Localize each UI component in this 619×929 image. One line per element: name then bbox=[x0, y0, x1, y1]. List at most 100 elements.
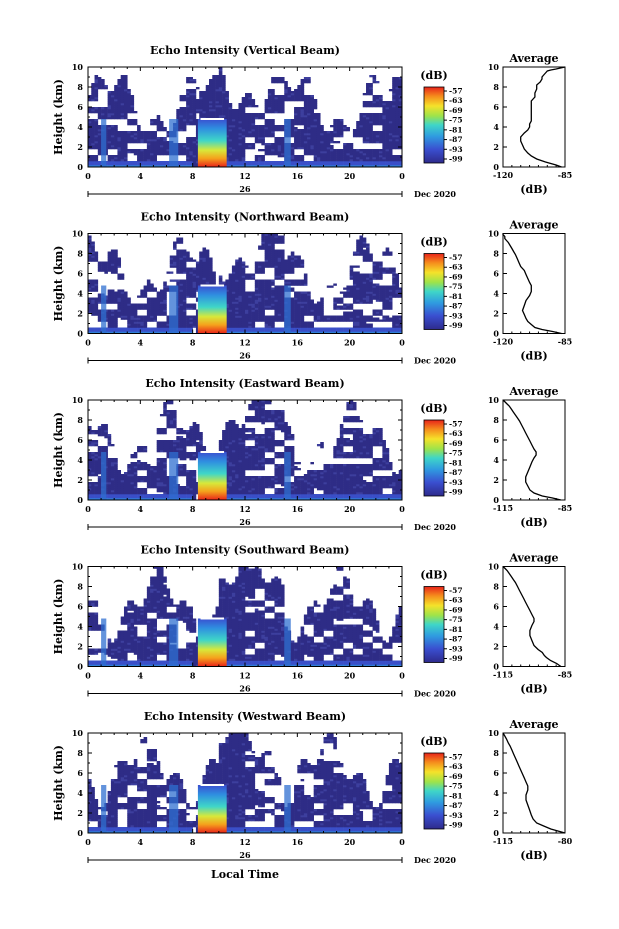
y-tick-label: 0 bbox=[77, 495, 83, 505]
profile-y-tick-label: 2 bbox=[493, 309, 499, 319]
y-tick-label: 2 bbox=[77, 808, 83, 818]
colorbar bbox=[423, 586, 445, 663]
colorbar-tick-label: -99 bbox=[449, 488, 463, 497]
y-tick-label: 0 bbox=[77, 329, 83, 339]
x-tick-label: 16 bbox=[292, 338, 304, 348]
profile-x-label: (dB) bbox=[520, 350, 547, 363]
y-tick-label: 8 bbox=[77, 249, 83, 259]
profile-y-tick-label: 6 bbox=[493, 435, 499, 445]
profile-frame bbox=[502, 233, 566, 334]
colorbar-tick-label: -99 bbox=[449, 155, 463, 164]
profile-x-tick-label: -85 bbox=[558, 503, 572, 513]
colorbar-tick-label: -87 bbox=[449, 135, 463, 144]
colorbar bbox=[423, 419, 445, 497]
profile-y-tick-label: 4 bbox=[493, 289, 499, 299]
echo-core bbox=[197, 119, 227, 167]
x-tick-label: 20 bbox=[344, 671, 356, 681]
profile-line bbox=[502, 566, 562, 668]
profile-y-tick-label: 6 bbox=[493, 102, 499, 112]
colorbar bbox=[423, 253, 445, 330]
y-tick-label: 6 bbox=[77, 269, 83, 279]
profile-y-tick-label: 8 bbox=[493, 415, 499, 425]
x-axis-label: Local Time bbox=[211, 868, 279, 881]
x-tick-label: 0 bbox=[399, 338, 405, 348]
colorbar-tick-label: -57 bbox=[449, 253, 463, 262]
colorbar-tick-label: -75 bbox=[449, 282, 463, 291]
x-tick-label: 4 bbox=[138, 504, 144, 514]
profile-x-tick-label: -115 bbox=[493, 836, 513, 846]
profile-y-tick-label: 0 bbox=[493, 162, 499, 172]
colorbar-unit: (dB) bbox=[420, 69, 447, 82]
y-tick-label: 10 bbox=[72, 62, 84, 72]
profile-y-tick-label: 0 bbox=[493, 329, 499, 339]
profile-title: Average bbox=[508, 385, 558, 398]
echo-core bbox=[197, 785, 227, 833]
profile-y-tick-label: 10 bbox=[488, 62, 500, 72]
x-tick-label: 0 bbox=[399, 504, 405, 514]
colorbar-tick-label: -87 bbox=[449, 468, 463, 477]
profile-y-tick-label: 4 bbox=[493, 122, 499, 132]
profile-y-tick-label: 4 bbox=[493, 788, 499, 798]
profile-y-tick-label: 0 bbox=[493, 828, 499, 838]
profile-y-tick-label: 2 bbox=[493, 142, 499, 152]
echo-field bbox=[88, 233, 403, 334]
profile-y-tick-label: 4 bbox=[493, 455, 499, 465]
profile-x-label: (dB) bbox=[520, 849, 547, 862]
x-tick-label: 0 bbox=[399, 171, 405, 181]
profile-title: Average bbox=[508, 219, 558, 232]
x-tick-label: 8 bbox=[190, 671, 196, 681]
x-tick-label: 20 bbox=[344, 338, 356, 348]
colorbar-tick-label: -69 bbox=[449, 106, 463, 115]
x-tick-label: 4 bbox=[138, 338, 144, 348]
colorbar-tick-label: -75 bbox=[449, 449, 463, 458]
panel-4: Echo Intensity (Southward Beam) 0 2 4 6 8 10 He… bbox=[52, 544, 572, 699]
colorbar-unit: (dB) bbox=[420, 569, 447, 582]
date-day-label: 26 bbox=[239, 850, 251, 860]
colorbar-unit: (dB) bbox=[420, 236, 447, 249]
x-tick-label: 0 bbox=[85, 837, 91, 847]
colorbar-unit: (dB) bbox=[420, 735, 447, 748]
colorbar-tick-label: -63 bbox=[449, 762, 463, 771]
profile-y-tick-label: 8 bbox=[493, 82, 499, 92]
x-tick-label: 12 bbox=[239, 837, 250, 847]
colorbar-tick-label: -81 bbox=[449, 125, 463, 134]
date-day-label: 26 bbox=[239, 517, 251, 527]
colorbar-tick-label: -87 bbox=[449, 302, 463, 311]
colorbar-tick-label: -93 bbox=[449, 478, 463, 487]
y-axis-label: Height (km) bbox=[52, 412, 65, 488]
colorbar bbox=[423, 86, 445, 164]
echo-field bbox=[88, 67, 403, 168]
colorbar-tick-label: -57 bbox=[449, 586, 463, 595]
colorbar-tick-label: -93 bbox=[449, 145, 463, 154]
date-label: Dec 2020 bbox=[414, 356, 456, 366]
profile-x-tick-label: -85 bbox=[558, 337, 572, 347]
colorbar-tick-label: -93 bbox=[449, 811, 463, 820]
colorbar-tick-label: -57 bbox=[449, 420, 463, 429]
colorbar-tick-label: -99 bbox=[449, 654, 463, 663]
profile-frame bbox=[502, 732, 566, 834]
profile-x-tick-label: -120 bbox=[493, 170, 513, 180]
profile-y-tick-label: 4 bbox=[493, 622, 499, 632]
colorbar-tick-label: -81 bbox=[449, 625, 463, 634]
colorbar bbox=[423, 752, 445, 830]
profile-y-tick-label: 2 bbox=[493, 808, 499, 818]
y-axis-label: Height (km) bbox=[52, 246, 65, 322]
date-day-label: 26 bbox=[239, 351, 251, 361]
date-label: Dec 2020 bbox=[414, 522, 456, 532]
y-axis-label: Height (km) bbox=[52, 745, 65, 821]
profile-title: Average bbox=[508, 718, 558, 731]
panel-title: Echo Intensity (Eastward Beam) bbox=[145, 377, 344, 390]
colorbar-tick-label: -81 bbox=[449, 458, 463, 467]
profile-y-tick-label: 2 bbox=[493, 642, 499, 652]
profile-line bbox=[502, 233, 562, 335]
y-tick-label: 10 bbox=[72, 229, 84, 239]
x-tick-label: 4 bbox=[138, 671, 144, 681]
profile-y-tick-label: 6 bbox=[493, 602, 499, 612]
y-tick-label: 2 bbox=[77, 475, 83, 485]
x-tick-label: 0 bbox=[85, 504, 91, 514]
colorbar-tick-label: -87 bbox=[449, 801, 463, 810]
x-tick-label: 20 bbox=[344, 504, 356, 514]
profile-x-tick-label: -120 bbox=[493, 337, 513, 347]
y-tick-label: 0 bbox=[77, 662, 83, 672]
